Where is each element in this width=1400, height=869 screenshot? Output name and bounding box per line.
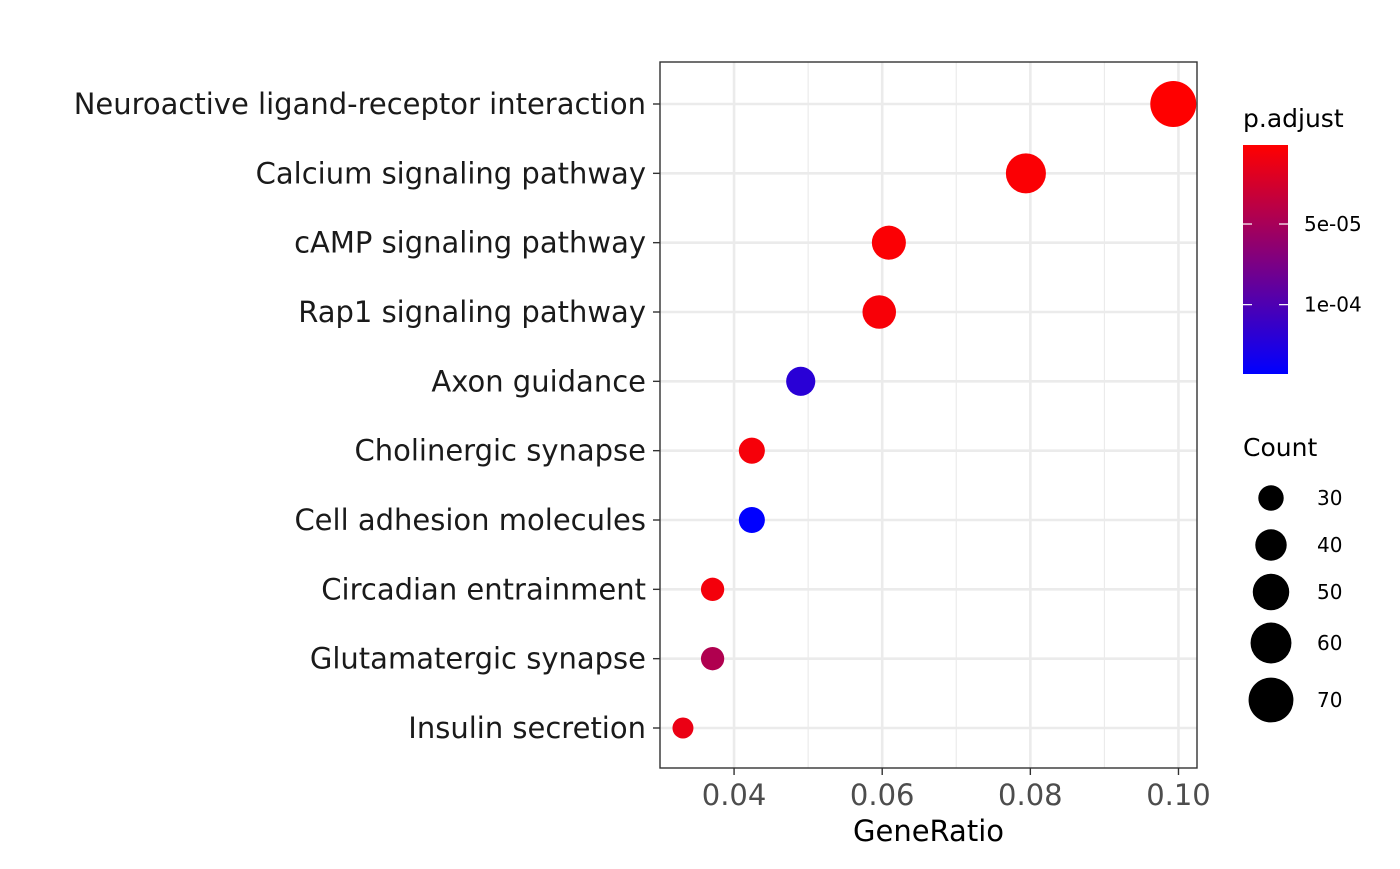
data-point xyxy=(700,577,725,601)
color-legend-label: 1e-04 xyxy=(1304,293,1362,317)
size-legend-label: 70 xyxy=(1317,688,1342,712)
size-legend-label: 50 xyxy=(1317,580,1342,604)
color-legend: p.adjust 5e-05 1e-04 xyxy=(1243,104,1362,374)
data-point xyxy=(1150,81,1197,127)
size-legend-label: 30 xyxy=(1317,486,1342,510)
y-tick-label: Cholinergic synapse xyxy=(354,434,646,468)
plot-panel xyxy=(660,62,1197,768)
data-point xyxy=(738,506,765,534)
color-legend-title: p.adjust xyxy=(1243,104,1344,133)
panel-border xyxy=(659,61,1198,769)
data-point xyxy=(1005,153,1046,194)
panel-background xyxy=(660,62,1197,768)
x-tick-label: 0.06 xyxy=(850,778,915,812)
color-bar xyxy=(1243,145,1288,374)
y-tick-label: Rap1 signaling pathway xyxy=(298,295,646,329)
y-tick-label: cAMP signaling pathway xyxy=(294,226,646,260)
data-points xyxy=(672,81,1197,739)
y-tick-label: Axon guidance xyxy=(431,364,646,398)
x-tick-label: 0.08 xyxy=(998,778,1063,812)
data-point xyxy=(862,295,897,329)
x-axis: 0.04 0.06 0.08 0.10 xyxy=(702,768,1211,812)
y-tick-label: Calcium signaling pathway xyxy=(256,156,646,190)
size-legend-label: 60 xyxy=(1317,631,1342,655)
color-legend-label: 5e-05 xyxy=(1304,212,1362,236)
size-legend-key xyxy=(1255,529,1287,561)
size-legend-label: 40 xyxy=(1317,533,1342,557)
size-legend-title: Count xyxy=(1243,433,1317,462)
y-axis: Neuroactive ligand-receptor interaction C… xyxy=(74,87,660,745)
size-legend: Count 30 40 50 60 70 xyxy=(1243,433,1342,723)
y-tick-label: Glutamatergic synapse xyxy=(310,642,646,676)
grid-lines xyxy=(659,62,1197,768)
size-legend-key xyxy=(1250,622,1292,664)
x-axis-title: GeneRatio xyxy=(853,814,1004,848)
y-tick-label: Neuroactive ligand-receptor interaction xyxy=(74,87,646,121)
x-tick-label: 0.10 xyxy=(1146,778,1211,812)
data-point xyxy=(786,366,816,396)
y-tick-label: Circadian entrainment xyxy=(321,572,646,606)
x-tick-label: 0.04 xyxy=(702,778,767,812)
y-tick-label: Insulin secretion xyxy=(408,711,646,745)
data-point xyxy=(871,225,906,260)
data-point xyxy=(672,717,694,739)
data-point xyxy=(700,647,725,671)
size-legend-key xyxy=(1258,485,1284,511)
data-point xyxy=(738,437,765,464)
size-legend-key xyxy=(1248,677,1294,723)
y-tick-label: Cell adhesion molecules xyxy=(294,503,646,537)
size-legend-key xyxy=(1252,573,1290,611)
